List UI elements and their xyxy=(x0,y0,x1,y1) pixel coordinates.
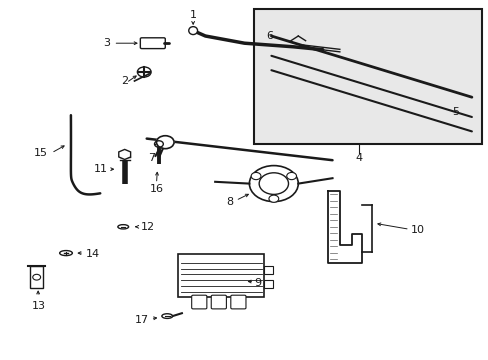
Text: 11: 11 xyxy=(93,164,107,174)
Text: 9: 9 xyxy=(254,278,261,288)
Bar xyxy=(264,280,272,288)
FancyBboxPatch shape xyxy=(211,295,226,309)
Text: 16: 16 xyxy=(149,184,163,194)
Text: 15: 15 xyxy=(34,148,48,158)
Polygon shape xyxy=(327,191,361,263)
Text: 10: 10 xyxy=(410,225,424,235)
Ellipse shape xyxy=(118,225,128,229)
Bar xyxy=(178,254,264,297)
Ellipse shape xyxy=(188,27,197,35)
Text: 8: 8 xyxy=(226,197,233,207)
Bar xyxy=(30,266,43,288)
Text: 4: 4 xyxy=(355,153,362,163)
FancyBboxPatch shape xyxy=(191,295,206,309)
Bar xyxy=(264,266,272,274)
Circle shape xyxy=(259,173,288,194)
Text: 2: 2 xyxy=(121,76,128,86)
Text: 17: 17 xyxy=(135,315,149,325)
Text: 14: 14 xyxy=(85,249,100,259)
Text: 12: 12 xyxy=(141,222,155,232)
Ellipse shape xyxy=(60,251,72,256)
Circle shape xyxy=(286,172,296,180)
FancyBboxPatch shape xyxy=(140,38,165,49)
Text: 6: 6 xyxy=(265,31,272,41)
Text: 5: 5 xyxy=(451,107,458,117)
Ellipse shape xyxy=(162,314,172,318)
Bar xyxy=(254,9,481,144)
Text: 1: 1 xyxy=(189,10,196,20)
Circle shape xyxy=(156,136,174,149)
Text: 3: 3 xyxy=(103,38,110,48)
Circle shape xyxy=(268,195,278,202)
Text: 13: 13 xyxy=(32,301,46,311)
Circle shape xyxy=(249,166,298,202)
Text: 7: 7 xyxy=(148,153,155,163)
Circle shape xyxy=(251,172,261,180)
FancyBboxPatch shape xyxy=(230,295,245,309)
